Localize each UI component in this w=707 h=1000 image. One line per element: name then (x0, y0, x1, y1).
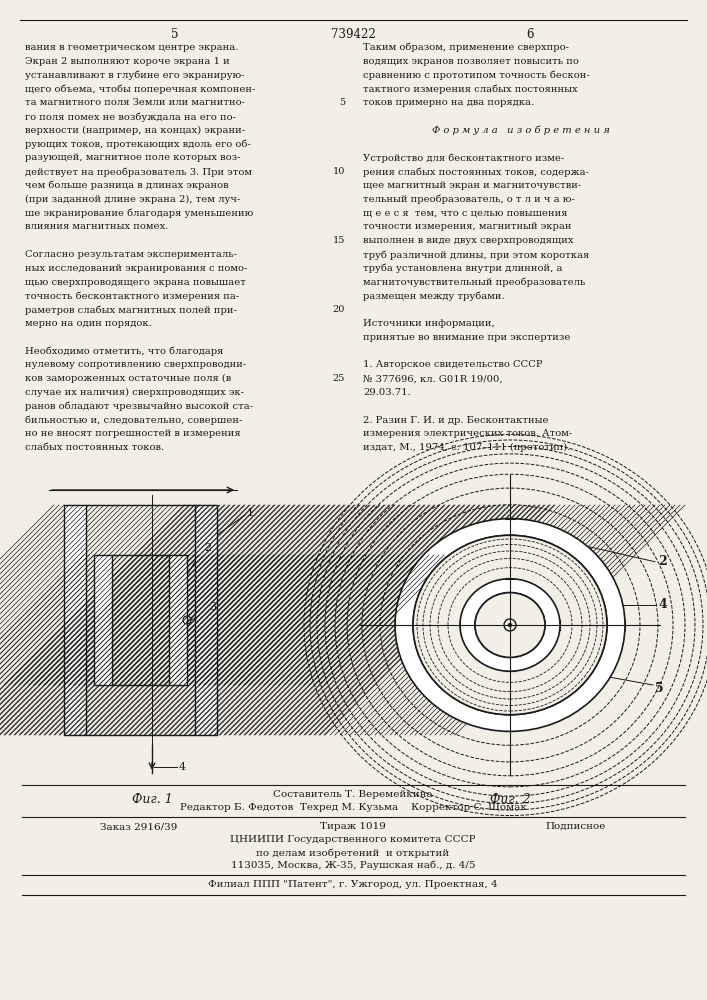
Text: 5: 5 (171, 28, 179, 41)
Text: Тираж 1019: Тираж 1019 (320, 822, 386, 831)
Ellipse shape (413, 535, 607, 715)
Text: 25: 25 (332, 374, 345, 383)
Text: точность бесконтактного измерения па-: точность бесконтактного измерения па- (25, 291, 239, 301)
Text: ЦНИИПИ Государственного комитета СССР: ЦНИИПИ Государственного комитета СССР (230, 835, 476, 844)
Text: 6: 6 (526, 28, 534, 41)
Text: 5: 5 (339, 98, 345, 107)
Text: щ е е с я  тем, что с целью повышения: щ е е с я тем, что с целью повышения (363, 209, 568, 218)
Text: принятые во внимание при экспертизе: принятые во внимание при экспертизе (363, 333, 571, 342)
Text: издат, М., 1974, с. 107–111 (прототип).: издат, М., 1974, с. 107–111 (прототип). (363, 443, 571, 452)
Text: нулевому сопротивлению сверхпроводни-: нулевому сопротивлению сверхпроводни- (25, 360, 246, 369)
Ellipse shape (413, 535, 607, 715)
Text: Фиг. 1: Фиг. 1 (132, 793, 173, 806)
Text: верхности (например, на концах) экрани-: верхности (например, на концах) экрани- (25, 126, 245, 135)
Text: водящих экранов позволяет повысить по: водящих экранов позволяет повысить по (363, 57, 579, 66)
Text: выполнен в виде двух сверхпроводящих: выполнен в виде двух сверхпроводящих (363, 236, 573, 245)
Text: Согласно результатам эксперименталь-: Согласно результатам эксперименталь- (25, 250, 237, 259)
Text: Филиал ППП "Патент", г. Ужгород, ул. Проектная, 4: Филиал ППП "Патент", г. Ужгород, ул. Про… (208, 880, 498, 889)
Text: ранов обладают чрезвычайно высокой ста-: ранов обладают чрезвычайно высокой ста- (25, 402, 253, 411)
Text: чем больше разница в длинах экранов: чем больше разница в длинах экранов (25, 181, 228, 190)
Text: Ф о р м у л а   и з о б р е т е н и я: Ф о р м у л а и з о б р е т е н и я (432, 126, 610, 135)
Text: влияния магнитных помех.: влияния магнитных помех. (25, 222, 168, 231)
Text: Необходимо отметить, что благодаря: Необходимо отметить, что благодаря (25, 347, 223, 356)
Text: Экран 2 выполняют короче экрана 1 и: Экран 2 выполняют короче экрана 1 и (25, 57, 230, 66)
Text: магниточувствительный преобразователь: магниточувствительный преобразователь (363, 278, 585, 287)
Bar (169, 555, 187, 685)
Text: ных исследований экранирования с помо-: ных исследований экранирования с помо- (25, 264, 247, 273)
Text: 4: 4 (658, 598, 667, 611)
Text: действует на преобразователь 3. При этом: действует на преобразователь 3. При этом (25, 167, 252, 177)
Text: Редактор Б. Федотов  Техред М. Кузьма    Корректор С. Щомак: Редактор Б. Федотов Техред М. Кузьма Кор… (180, 803, 527, 812)
Text: раметров слабых магнитных полей при-: раметров слабых магнитных полей при- (25, 305, 237, 315)
Text: № 377696, кл. G01R 19/00,: № 377696, кл. G01R 19/00, (363, 374, 503, 383)
Text: щего объема, чтобы поперечная компонен-: щего объема, чтобы поперечная компонен- (25, 84, 255, 94)
Text: размещен между трубами.: размещен между трубами. (363, 291, 505, 301)
Text: Фиг. 2: Фиг. 2 (490, 793, 530, 806)
Text: мерно на один порядок.: мерно на один порядок. (25, 319, 152, 328)
Text: случае их наличия) сверхпроводящих эк-: случае их наличия) сверхпроводящих эк- (25, 388, 244, 397)
Text: та магнитного поля Земли или магнитно-: та магнитного поля Земли или магнитно- (25, 98, 245, 107)
Text: 29.03.71.: 29.03.71. (363, 388, 411, 397)
Text: 1. Авторское свидетельство СССР: 1. Авторское свидетельство СССР (363, 360, 543, 369)
Text: Источники информации,: Источники информации, (363, 319, 495, 328)
Text: разующей, магнитное поле которых воз-: разующей, магнитное поле которых воз- (25, 153, 240, 162)
Text: 5: 5 (655, 682, 664, 694)
Text: слабых постоянных токов.: слабых постоянных токов. (25, 443, 164, 452)
Text: 3: 3 (209, 602, 216, 612)
Text: щью сверхпроводящего экрана повышает: щью сверхпроводящего экрана повышает (25, 278, 246, 287)
Text: тактного измерения слабых постоянных: тактного измерения слабых постоянных (363, 84, 578, 94)
Text: Составитель Т. Веремейкина: Составитель Т. Веремейкина (273, 790, 433, 799)
Text: рующих токов, протекающих вдоль его об-: рующих токов, протекающих вдоль его об- (25, 140, 251, 149)
Text: труб различной длины, при этом короткая: труб различной длины, при этом короткая (363, 250, 589, 259)
Text: сравнению с прототипом точность бескон-: сравнению с прототипом точность бескон- (363, 71, 590, 80)
Text: точности измерения, магнитный экран: точности измерения, магнитный экран (363, 222, 571, 231)
Text: тельный преобразователь, о т л и ч а ю-: тельный преобразователь, о т л и ч а ю- (363, 195, 575, 204)
Circle shape (508, 624, 511, 626)
Bar (195, 505, 217, 735)
Ellipse shape (475, 593, 545, 657)
Text: ше экранирование благодаря уменьшению: ше экранирование благодаря уменьшению (25, 209, 253, 218)
Text: труба установлена внутри длинной, а: труба установлена внутри длинной, а (363, 264, 563, 273)
Bar (94, 555, 112, 685)
Text: 1: 1 (247, 508, 254, 518)
Text: 739422: 739422 (331, 28, 375, 41)
Text: 4: 4 (179, 762, 186, 772)
Text: щее магнитный экран и магниточувстви-: щее магнитный экран и магниточувстви- (363, 181, 581, 190)
Text: рения слабых постоянных токов, содержа-: рения слабых постоянных токов, содержа- (363, 167, 589, 177)
Text: но не вносят погрешностей в измерения: но не вносят погрешностей в измерения (25, 429, 240, 438)
Text: бильностью и, следовательно, совершен-: бильностью и, следовательно, совершен- (25, 416, 243, 425)
Text: ков замороженных остаточные поля (в: ков замороженных остаточные поля (в (25, 374, 231, 383)
Text: 2: 2 (204, 543, 211, 553)
Text: Подписное: Подписное (546, 822, 606, 831)
Text: 20: 20 (332, 305, 345, 314)
Text: (при заданной длине экрана 2), тем луч-: (при заданной длине экрана 2), тем луч- (25, 195, 240, 204)
Text: 2. Разин Г. И. и др. Бесконтактные: 2. Разин Г. И. и др. Бесконтактные (363, 416, 549, 425)
Text: по делам изобретений  и открытий: по делам изобретений и открытий (257, 848, 450, 857)
Ellipse shape (395, 519, 625, 731)
Text: 15: 15 (332, 236, 345, 245)
Bar (64, 505, 86, 735)
Text: токов примерно на два порядка.: токов примерно на два порядка. (363, 98, 534, 107)
Ellipse shape (460, 579, 560, 671)
Text: Таким образом, применение сверхпро-: Таким образом, применение сверхпро- (363, 43, 569, 52)
Text: го поля помех не возбуждала на его по-: го поля помех не возбуждала на его по- (25, 112, 236, 121)
Text: устанавливают в глубине его экранирую-: устанавливают в глубине его экранирую- (25, 71, 245, 80)
Ellipse shape (475, 593, 545, 657)
Text: 113035, Москва, Ж-35, Раушская наб., д. 4/5: 113035, Москва, Ж-35, Раушская наб., д. … (230, 861, 475, 870)
Text: вания в геометрическом центре экрана.: вания в геометрическом центре экрана. (25, 43, 238, 52)
Text: 2: 2 (658, 555, 667, 568)
Text: Заказ 2916/39: Заказ 2916/39 (100, 822, 177, 831)
Text: измерения электрических токов. Атом-: измерения электрических токов. Атом- (363, 429, 572, 438)
Text: Устройство для бесконтактного изме-: Устройство для бесконтактного изме- (363, 153, 564, 163)
Text: 10: 10 (332, 167, 345, 176)
